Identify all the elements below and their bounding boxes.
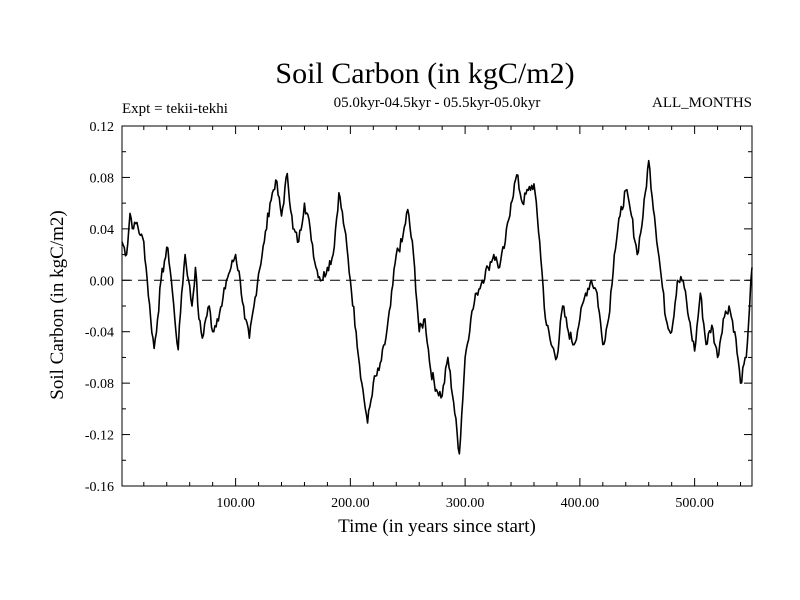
y-tick-label: -0.04 [85, 326, 114, 341]
x-tick-label: 100.00 [216, 496, 255, 511]
y-tick-label: 0.04 [90, 223, 115, 238]
y-tick-label: 0.08 [90, 171, 115, 186]
y-tick-labels: 0.12 0.08 0.04 0.00 -0.04 -0.08 -0.12 -0.16 [85, 120, 114, 495]
months-label: ALL_MONTHS [652, 95, 752, 111]
y-tick-label: -0.08 [85, 377, 114, 392]
y-axis-label: Soil Carbon (in kgC/m2) [47, 210, 68, 399]
x-tick-labels: 100.00 200.00 300.00 400.00 500.00 [216, 496, 714, 511]
chart-title: Soil Carbon (in kgC/m2) [275, 57, 574, 90]
y-tick-label: -0.12 [85, 429, 114, 444]
x-tick-label: 400.00 [561, 496, 600, 511]
y-tick-label: 0.12 [90, 120, 115, 135]
x-tick-label: 200.00 [331, 496, 370, 511]
experiment-label: Expt = tekii-tekhi [122, 101, 228, 117]
x-tick-label: 500.00 [675, 496, 714, 511]
tick-marks [122, 125, 752, 487]
series-line [121, 159, 753, 455]
x-tick-label: 300.00 [446, 496, 485, 511]
y-tick-label: -0.16 [85, 480, 114, 495]
plot-area-frame [121, 125, 753, 487]
x-axis-label: Time (in years since start) [338, 516, 536, 537]
chart-subtitle: 05.0kyr-04.5kyr - 05.5kyr-05.0kyr [334, 95, 541, 111]
y-tick-label: 0.00 [90, 274, 115, 289]
